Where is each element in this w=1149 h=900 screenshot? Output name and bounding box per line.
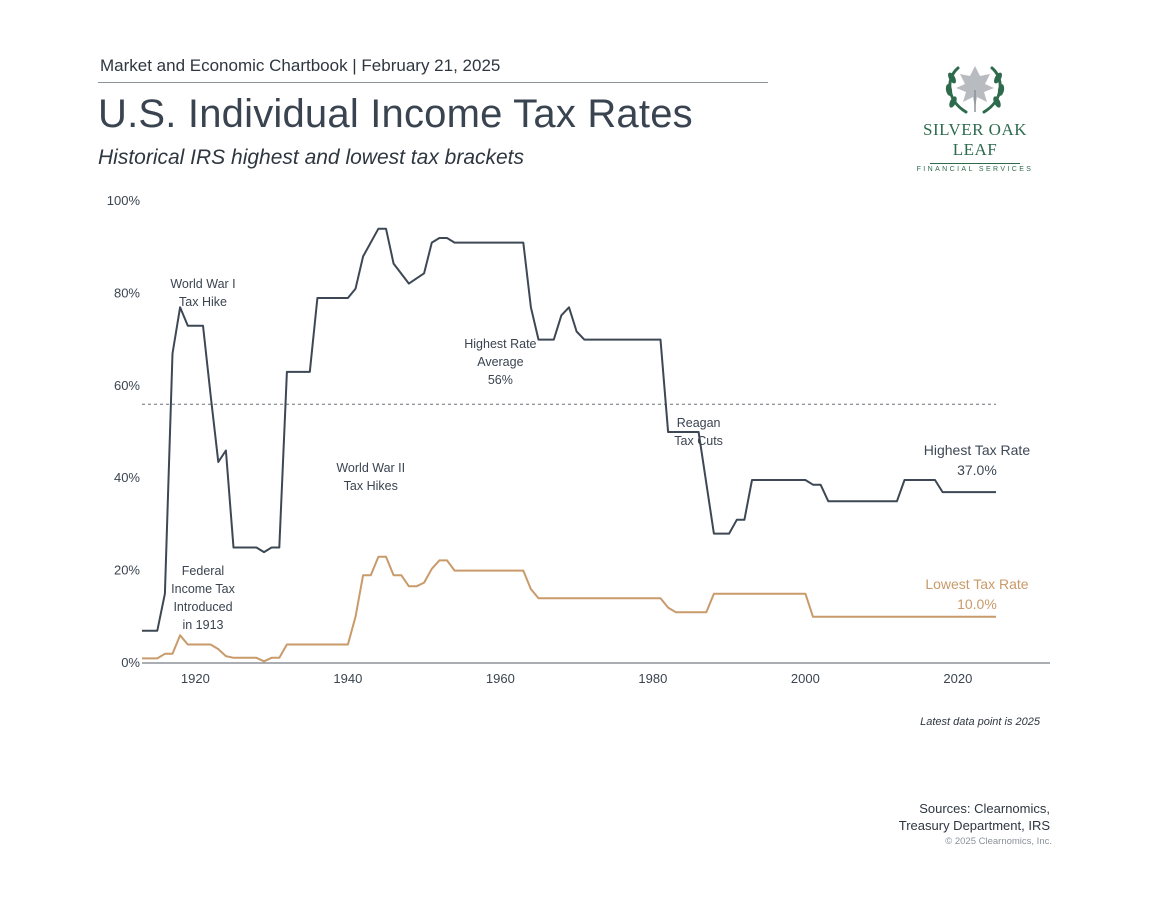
copyright: © 2025 Clearnomics, Inc. [945, 836, 1052, 847]
y-tick-label: 80% [114, 285, 140, 300]
annotation-income-tax-line: Income Tax [171, 582, 235, 596]
annotation-average-line: 56% [488, 373, 513, 387]
page-subtitle: Historical IRS highest and lowest tax br… [98, 146, 525, 169]
annotation-average: Highest Rate Average 56% [464, 337, 536, 387]
chartbook-header: Market and Economic Chartbook | February… [100, 56, 501, 75]
annotation-ww2: World War II Tax Hikes [336, 461, 405, 493]
x-tick-label: 1940 [333, 671, 362, 686]
annotation-income-tax-line: in 1913 [182, 618, 223, 632]
y-tick-label: 60% [114, 378, 140, 393]
sources-line-2: Treasury Department, IRS [898, 818, 1050, 833]
y-tick-label: 100% [107, 193, 141, 208]
company-logo: SILVER OAK LEAF FINANCIAL SERVICES [900, 60, 1050, 173]
y-tick-label: 0% [121, 655, 140, 670]
page-title: U.S. Individual Income Tax Rates [98, 92, 693, 136]
annotation-reagan-line: Tax Cuts [674, 434, 723, 448]
oak-leaf-icon [945, 66, 1005, 114]
annotation-reagan: Reagan Tax Cuts [674, 416, 723, 448]
annotation-ww1-line: Tax Hike [179, 295, 227, 309]
x-axis-labels: 1920 1940 1960 1980 2000 2020 [181, 671, 972, 686]
x-tick-label: 2000 [791, 671, 820, 686]
y-tick-label: 40% [114, 470, 140, 485]
annotation-ww1-line: World War I [170, 277, 235, 291]
series-line-highest-tax-rate [142, 227, 996, 632]
series-label-name: Highest Tax Rate [924, 442, 1031, 458]
series-line-lowest-tax-rate [142, 555, 996, 663]
annotation-ww2-line: Tax Hikes [344, 479, 398, 493]
annotation-income-tax-line: Federal [182, 564, 224, 578]
y-axis-labels: 0% 20% 40% 60% 80% 100% [107, 193, 141, 670]
y-tick-label: 20% [114, 563, 140, 578]
x-tick-label: 2020 [943, 671, 972, 686]
header-rule [98, 82, 768, 83]
x-tick-label: 1980 [638, 671, 667, 686]
series-label-value: 10.0% [957, 596, 997, 612]
x-tick-label: 1920 [181, 671, 210, 686]
annotation-income-tax-line: Introduced [173, 600, 232, 614]
annotation-ww1: World War I Tax Hike [170, 277, 235, 309]
latest-data-note: Latest data point is 2025 [920, 716, 1040, 728]
annotation-average-line: Highest Rate [464, 337, 536, 351]
annotation-average-line: Average [477, 355, 523, 369]
logo-rule [930, 163, 1020, 164]
sources-line-1: Sources: Clearnomics, [919, 801, 1050, 816]
series-labels: Highest Tax Rate 37.0% Lowest Tax Rate 10.0… [924, 442, 1031, 612]
sources: Sources: Clearnomics, Treasury Departmen… [840, 800, 1050, 834]
logo-subtitle: FINANCIAL SERVICES [916, 166, 1034, 173]
chart-annotations: World War I Tax Hike World War II Tax Hikes… [170, 277, 723, 632]
x-tick-label: 1960 [486, 671, 515, 686]
series-lines [142, 227, 996, 663]
annotation-income-tax: Federal Income Tax Introduced in 1913 [171, 564, 235, 632]
annotation-ww2-line: World War II [336, 461, 405, 475]
series-label-name: Lowest Tax Rate [925, 576, 1028, 592]
series-label-value: 37.0% [957, 462, 997, 478]
logo-name: SILVER OAK LEAF [922, 120, 1028, 159]
annotation-reagan-line: Reagan [677, 416, 721, 430]
